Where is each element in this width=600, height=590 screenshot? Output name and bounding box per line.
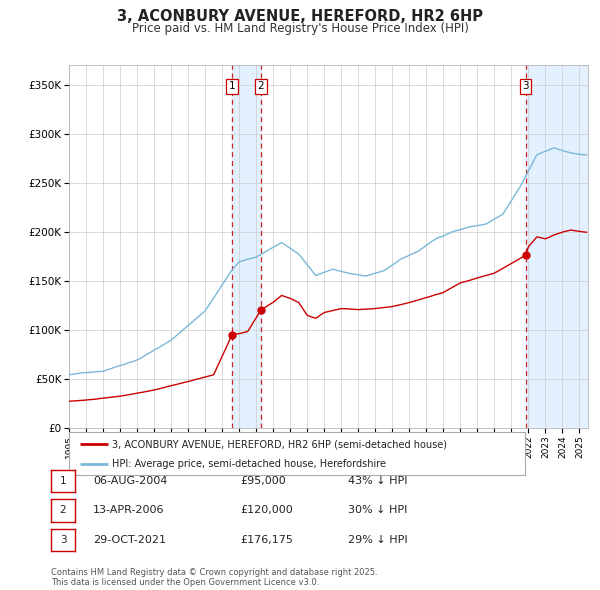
Text: Price paid vs. HM Land Registry's House Price Index (HPI): Price paid vs. HM Land Registry's House … [131, 22, 469, 35]
Text: £95,000: £95,000 [240, 476, 286, 486]
Text: £120,000: £120,000 [240, 506, 293, 515]
Text: 3, ACONBURY AVENUE, HEREFORD, HR2 6HP: 3, ACONBURY AVENUE, HEREFORD, HR2 6HP [117, 9, 483, 24]
Text: £176,175: £176,175 [240, 535, 293, 545]
Text: 3: 3 [59, 535, 67, 545]
Text: 2: 2 [257, 81, 264, 91]
Text: 43% ↓ HPI: 43% ↓ HPI [348, 476, 407, 486]
Text: 3, ACONBURY AVENUE, HEREFORD, HR2 6HP (semi-detached house): 3, ACONBURY AVENUE, HEREFORD, HR2 6HP (s… [112, 440, 448, 450]
Text: 29-OCT-2021: 29-OCT-2021 [93, 535, 166, 545]
Text: 2: 2 [59, 506, 67, 515]
Bar [232, 65, 261, 428]
Text: Contains HM Land Registry data © Crown copyright and database right 2025.
This d: Contains HM Land Registry data © Crown c… [51, 568, 377, 587]
Text: 30% ↓ HPI: 30% ↓ HPI [348, 506, 407, 515]
Bar [526, 65, 588, 428]
Text: 29% ↓ HPI: 29% ↓ HPI [348, 535, 407, 545]
Text: 06-AUG-2004: 06-AUG-2004 [93, 476, 167, 486]
Text: 13-APR-2006: 13-APR-2006 [93, 506, 164, 515]
Text: 1: 1 [59, 476, 67, 486]
Text: 1: 1 [229, 81, 235, 91]
Text: 3: 3 [522, 81, 529, 91]
Text: HPI: Average price, semi-detached house, Herefordshire: HPI: Average price, semi-detached house,… [112, 460, 386, 469]
